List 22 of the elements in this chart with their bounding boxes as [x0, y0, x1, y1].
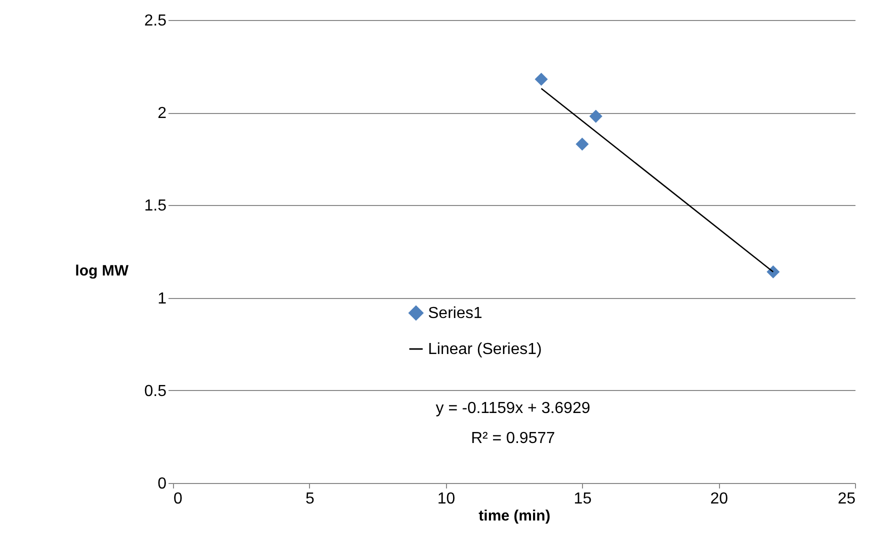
- y-tick-label: 1: [158, 290, 167, 308]
- y-tick-label: 2.5: [144, 12, 167, 30]
- x-tick-label: 15: [574, 490, 592, 508]
- annotation: y = -0.1159x + 3.6929: [436, 400, 590, 417]
- y-tick-label: 0: [158, 476, 167, 492]
- x-tick-label: 10: [437, 490, 456, 508]
- x-tick-label: 5: [305, 490, 314, 508]
- y-axis-title: log MW: [75, 262, 130, 280]
- point: [589, 110, 602, 123]
- y-tick-label: 0.5: [144, 382, 167, 400]
- point: [766, 265, 780, 278]
- x-tick-label: 20: [710, 490, 728, 508]
- legend-label: Linear (Series1): [428, 341, 542, 358]
- x-tick-label: 0: [174, 490, 182, 508]
- y-tick-label: 2: [158, 105, 167, 122]
- x-tick-label: 25: [838, 490, 856, 508]
- point: [534, 72, 548, 86]
- y-tick-label: 1.5: [144, 198, 167, 215]
- x-axis-title: time (min): [478, 508, 550, 524]
- point: [576, 138, 589, 151]
- legend-label: Series1: [428, 305, 482, 322]
- annotation: R² = 0.9577: [470, 430, 556, 447]
